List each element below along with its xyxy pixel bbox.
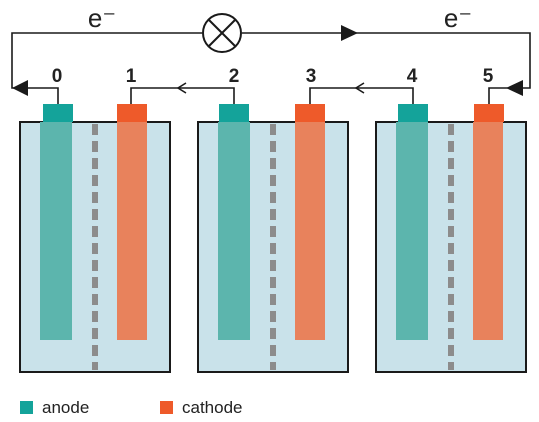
terminal-3-number: 3: [306, 66, 317, 87]
legend-anode-swatch: [20, 401, 33, 414]
terminal-2-tab: [219, 104, 249, 122]
terminal-5-tab: [474, 104, 504, 122]
terminal-4-tab: [398, 104, 428, 122]
terminal-3-tab: [295, 104, 325, 122]
cell-2-anode: [218, 122, 250, 340]
terminal-4-number: 4: [407, 66, 418, 87]
external-circuit: [11, 32, 202, 104]
connector-1-2-arrow-icon: [176, 82, 187, 94]
legend-cathode-swatch: [160, 401, 173, 414]
cell-3-cathode: [473, 122, 503, 340]
connector-1-2: [130, 87, 235, 104]
cell-2: [197, 121, 349, 373]
connector-3-4: [309, 87, 414, 104]
terminal-1-tab: [117, 104, 147, 122]
external-circuit-right: [242, 32, 531, 104]
legend-anode-label: anode: [42, 398, 89, 417]
cell-3: [375, 121, 527, 373]
current-arrow-top-icon: [341, 25, 358, 41]
legend: anode cathode: [20, 398, 243, 417]
electron-label-left: e⁻: [88, 3, 116, 33]
terminal-0-number: 0: [52, 66, 63, 87]
connector-3-4-arrow-icon: [354, 82, 365, 94]
terminal-0-tab: [43, 104, 73, 122]
terminal-5-number: 5: [483, 66, 494, 87]
legend-cathode-label: cathode: [182, 398, 243, 417]
current-arrow-right-icon: [506, 80, 523, 96]
cell-1-cathode: [117, 122, 147, 340]
cell-2-cathode: [295, 122, 325, 340]
cell-1-anode: [40, 122, 72, 340]
electron-label-right: e⁻: [444, 3, 472, 33]
current-arrow-left-icon: [12, 80, 28, 96]
light-bulb-icon: [202, 13, 242, 53]
cell-3-anode: [396, 122, 428, 340]
cell-1: [19, 121, 171, 373]
terminal-2-number: 2: [229, 66, 240, 87]
terminal-1-number: 1: [126, 66, 137, 87]
